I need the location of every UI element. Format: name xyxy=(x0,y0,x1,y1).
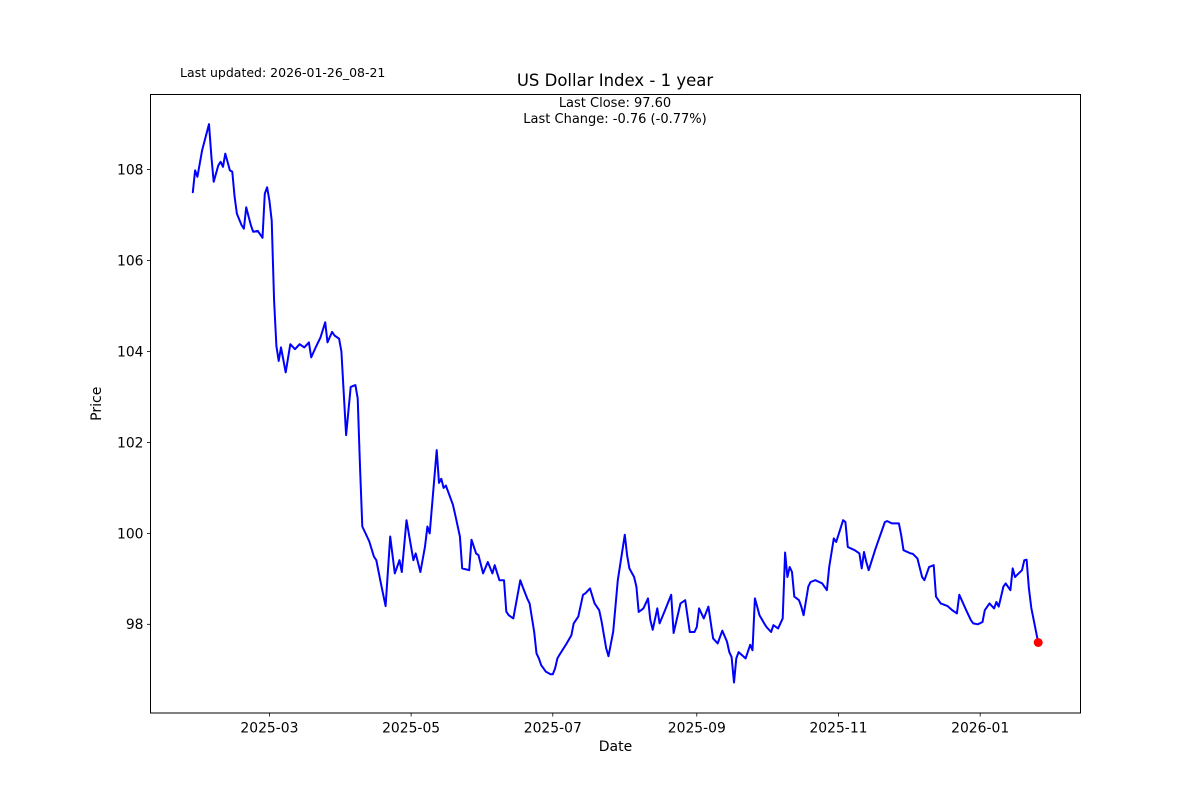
x-tick-label: 2025-03 xyxy=(240,721,298,737)
y-tick-label: 104 xyxy=(117,344,144,360)
subtitle-last-change: Last Change: -0.76 (-0.77%) xyxy=(523,111,707,127)
last-updated-text: Last updated: 2026-01-26_08-21 xyxy=(180,65,386,80)
x-tick-label: 2025-05 xyxy=(382,721,440,737)
price-line xyxy=(191,123,1040,684)
y-tick-label: 98 xyxy=(126,617,144,633)
last-close-marker xyxy=(1033,638,1043,647)
y-axis-label: Price xyxy=(89,387,105,421)
x-tick-label: 2026-01 xyxy=(951,721,1009,737)
chart-subtitle: Last Close: 97.60 Last Change: -0.76 (-0… xyxy=(150,96,1080,127)
y-tick-label: 108 xyxy=(117,162,144,178)
plot-border xyxy=(150,94,1081,714)
x-tick-label: 2025-07 xyxy=(524,721,582,737)
y-tick-label: 106 xyxy=(117,253,144,269)
x-tick-label: 2025-11 xyxy=(809,721,867,737)
chart-title: US Dollar Index - 1 year xyxy=(516,71,714,90)
x-tick-label: 2025-09 xyxy=(668,721,726,737)
subtitle-last-close: Last Close: 97.60 xyxy=(558,96,672,111)
y-tick-label: 102 xyxy=(117,435,144,451)
x-axis-label: Date xyxy=(599,739,632,755)
y-tick-label: 100 xyxy=(117,526,144,542)
